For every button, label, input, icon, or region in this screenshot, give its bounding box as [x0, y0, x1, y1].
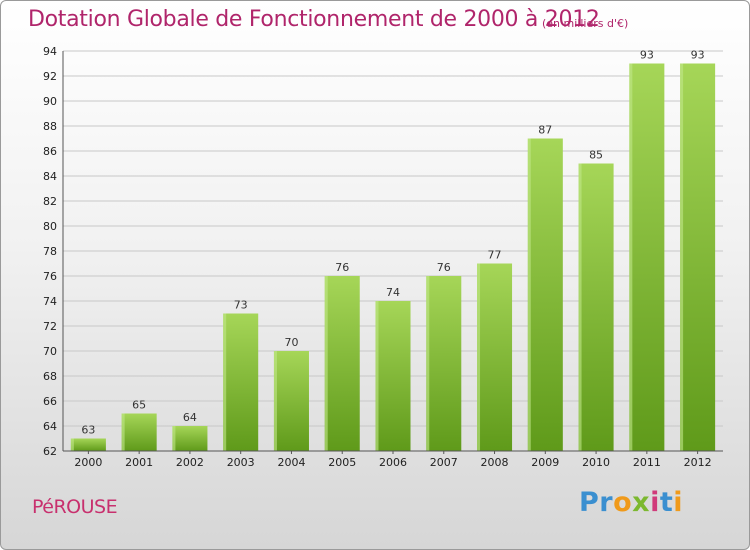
x-tick-label: 2009: [531, 456, 559, 469]
bar-2010[interactable]: [578, 163, 614, 452]
y-tick-label: 68: [43, 370, 57, 383]
bar-highlight: [273, 351, 277, 451]
y-tick-label: 84: [43, 170, 57, 183]
value-label: 85: [589, 149, 603, 162]
commune-name: PéROUSE: [32, 496, 118, 518]
x-tick-label: 2011: [633, 456, 661, 469]
y-tick-label: 64: [43, 420, 57, 433]
bar-2011[interactable]: [629, 63, 665, 452]
x-tick-label: 2003: [227, 456, 255, 469]
x-tick-label: 2006: [379, 456, 407, 469]
y-tick-label: 70: [43, 345, 57, 358]
bar-highlight: [121, 413, 125, 451]
chart-subtitle: (en milliers d'€): [542, 17, 629, 30]
value-label: 77: [488, 249, 502, 262]
value-label: 73: [234, 299, 248, 312]
bar-2008[interactable]: [477, 263, 513, 452]
value-label: 76: [437, 261, 451, 274]
y-tick-label: 74: [43, 295, 57, 308]
y-tick-label: 88: [43, 120, 57, 133]
bar-highlight: [223, 313, 227, 451]
bar-2012[interactable]: [680, 63, 716, 452]
value-label: 65: [132, 399, 146, 412]
x-tick-label: 2002: [176, 456, 204, 469]
bar-highlight: [70, 438, 74, 451]
x-tick-label: 2007: [430, 456, 458, 469]
x-tick-label: 2010: [582, 456, 610, 469]
bar-2005[interactable]: [324, 276, 360, 451]
bar-highlight: [527, 138, 531, 451]
x-tick-label: 2012: [684, 456, 712, 469]
y-tick-label: 80: [43, 220, 57, 233]
y-tick-label: 66: [43, 395, 57, 408]
bar-highlight: [426, 276, 430, 451]
value-label: 70: [284, 336, 298, 349]
value-label: 93: [691, 49, 705, 62]
bar-2007[interactable]: [426, 276, 462, 451]
y-tick-label: 86: [43, 145, 57, 158]
bar-2002[interactable]: [172, 426, 208, 451]
y-tick-label: 62: [43, 445, 57, 458]
bar-2006[interactable]: [375, 301, 411, 451]
bar-highlight: [629, 63, 633, 451]
y-tick-label: 82: [43, 195, 57, 208]
x-tick-label: 2004: [277, 456, 305, 469]
value-label: 63: [81, 424, 95, 437]
y-tick-label: 72: [43, 320, 57, 333]
bar-2003[interactable]: [223, 313, 259, 452]
y-tick-label: 78: [43, 245, 57, 258]
x-tick-label: 2008: [481, 456, 509, 469]
value-label: 74: [386, 286, 400, 299]
proxiti-logo[interactable]: Proxiti: [579, 487, 684, 518]
value-label: 87: [538, 124, 552, 137]
bar-highlight: [324, 276, 328, 451]
bar-2004[interactable]: [273, 351, 309, 451]
value-label: 64: [183, 411, 197, 424]
y-tick-label: 92: [43, 70, 57, 83]
y-tick-label: 94: [43, 45, 57, 58]
bar-highlight: [578, 163, 582, 451]
value-label: 76: [335, 261, 349, 274]
bar-2001[interactable]: [121, 413, 157, 452]
bar-2000[interactable]: [70, 438, 106, 452]
value-label: 93: [640, 49, 654, 62]
bar-highlight: [680, 63, 684, 451]
bar-2009[interactable]: [527, 138, 563, 452]
bar-highlight: [375, 301, 379, 451]
x-tick-label: 2005: [328, 456, 356, 469]
bar-highlight: [477, 263, 481, 451]
y-tick-label: 76: [43, 270, 57, 283]
chart-title: Dotation Globale de Fonctionnement de 20…: [28, 7, 600, 32]
bar-highlight: [172, 426, 176, 451]
x-tick-label: 2001: [125, 456, 153, 469]
y-tick-label: 90: [43, 95, 57, 108]
x-tick-label: 2000: [74, 456, 102, 469]
